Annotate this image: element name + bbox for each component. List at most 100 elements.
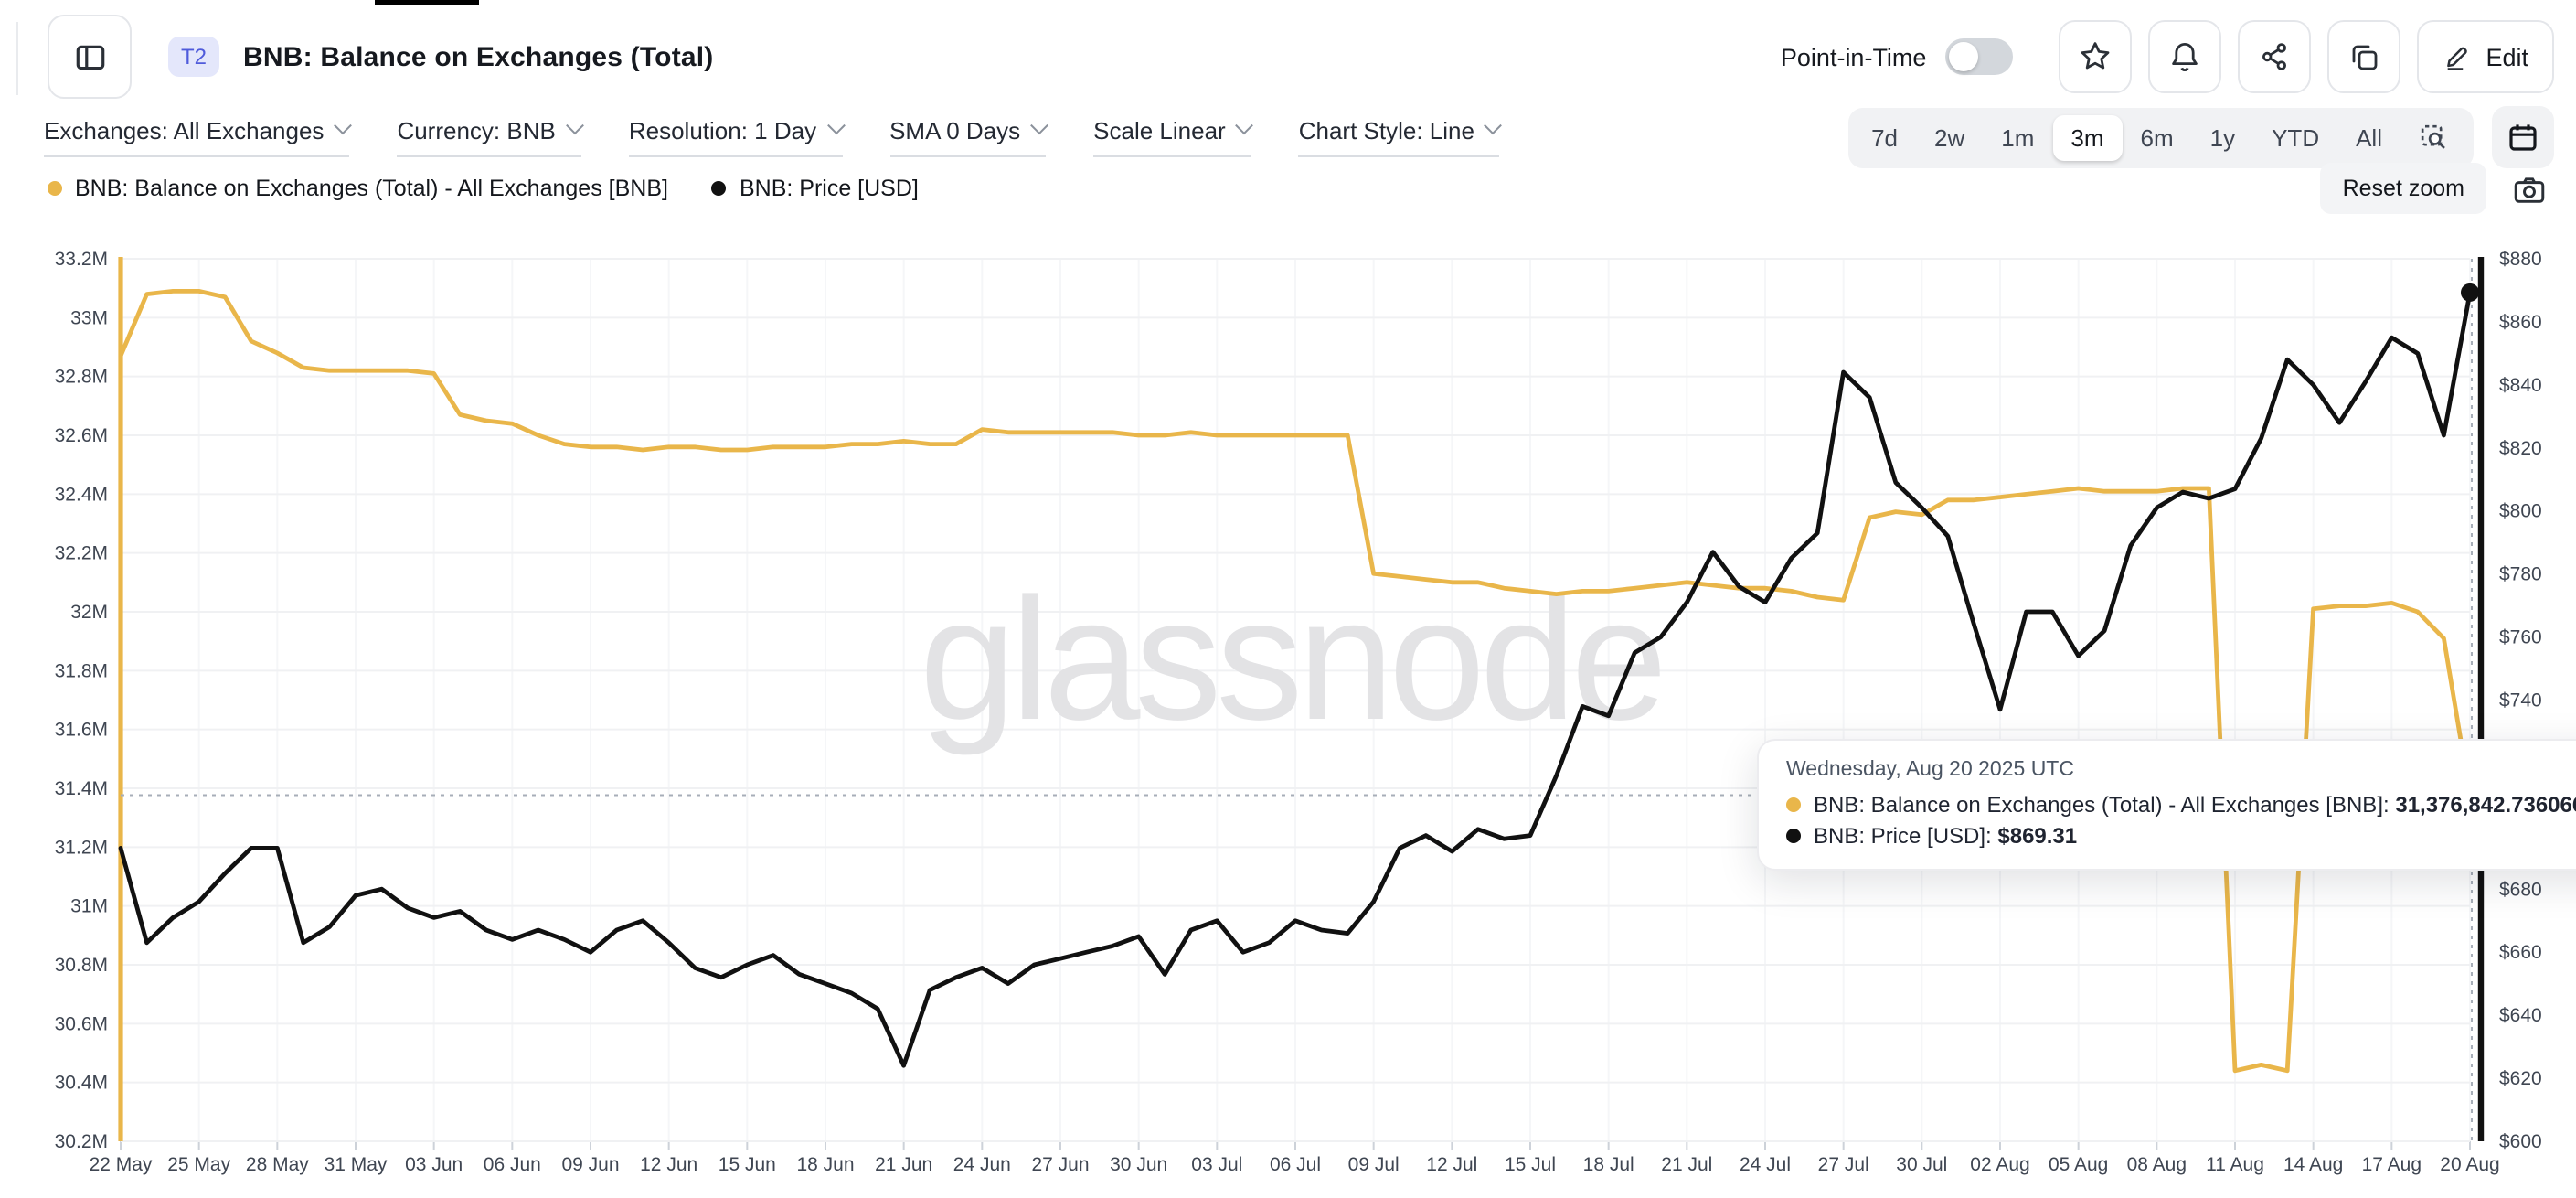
tooltip-series-value: 31,376,842.73606677 [2395,792,2576,818]
y-axis-label-left: 33.2M [55,249,108,270]
edit-button[interactable]: Edit [2416,20,2554,93]
header-left: T2 BNB: Balance on Exchanges (Total) [48,15,714,99]
dropdown-label: Exchanges: All Exchanges [44,117,325,144]
x-axis-label: 21 Jun [875,1154,932,1175]
left-edge-divider [16,22,18,95]
toolbar: Exchanges: All Exchanges Currency: BNB Res… [0,106,2576,168]
range-3m[interactable]: 3m [2052,114,2123,160]
x-axis-label: 27 Jul [1818,1154,1869,1175]
x-axis-label: 18 Jun [796,1154,854,1175]
balance-line-series[interactable] [118,288,2473,1074]
legend-label: BNB: Balance on Exchanges (Total) - All … [75,176,668,201]
favorite-button[interactable] [2058,20,2132,93]
y-axis-label-left: 31.2M [55,837,108,858]
copy-icon [2352,45,2377,70]
price-end-dot [2461,283,2479,302]
x-axis-label: 06 Jun [484,1154,541,1175]
dropdown-resolution[interactable]: Resolution: 1 Day [628,116,845,157]
range-1m[interactable]: 1m [1983,114,2052,160]
y-axis-label-left: 32M [70,602,108,623]
y-axis-label-right: $780 [2499,564,2542,585]
y-axis-label-left: 30.8M [55,955,108,976]
x-axis-label: 11 Aug [2206,1154,2264,1175]
reset-zoom-button[interactable]: Reset zoom [2320,163,2486,214]
copy-button[interactable] [2326,20,2400,93]
price-line-series[interactable] [118,290,2473,1068]
chart-tooltip: Wednesday, Aug 20 2025 UTC BNB: Balance … [1757,739,2576,871]
share-icon [2262,43,2286,70]
point-in-time-label: Point-in-Time [1780,43,1927,70]
y-axis-label-left: 32.8M [55,367,108,388]
y-axis-label-right: $880 [2499,249,2542,270]
x-axis-label: 15 Jun [719,1154,776,1175]
x-axis-label: 08 Aug [2127,1154,2187,1175]
x-axis-label: 14 Aug [2283,1154,2343,1175]
legend-item-bnb-balance-on-exch[interactable]: BNB: Balance on Exchanges (Total) - All … [48,176,668,201]
x-axis-label: 05 Aug [2049,1154,2108,1175]
bell-icon [2171,43,2198,72]
y-axis-label-left: 31.4M [55,778,108,799]
y-axis-label-left: 32.2M [55,543,108,564]
tooltip-series-dot [1786,797,1801,812]
x-axis-label: 06 Jul [1270,1154,1321,1175]
tooltip-row: BNB: Balance on Exchanges (Total) - All … [1786,792,2576,818]
x-axis-label: 02 Aug [1970,1154,2029,1175]
tooltip-series-text: BNB: Balance on Exchanges (Total) - All … [1814,792,2576,818]
x-axis-label: 12 Jul [1426,1154,1477,1175]
y-axis-label-right: $840 [2499,375,2542,396]
range-2w[interactable]: 2w [1916,114,1983,160]
y-axis-label-left: 30.2M [55,1131,108,1152]
x-axis-label: 30 Jul [1896,1154,1947,1175]
legend-dot [48,181,62,196]
dropdown-sma-0-days[interactable]: SMA 0 Days [889,116,1049,157]
time-range-selector: 7d 2w 1m 3m 6m 1y YTD All [1847,107,2474,167]
y-axis-label-right: $620 [2499,1068,2542,1089]
point-in-time-toggle[interactable] [1944,38,2013,75]
range-6m[interactable]: 6m [2123,114,2192,160]
x-axis-label: 31 May [325,1154,388,1175]
y-axis-label-left: 31.8M [55,660,108,681]
camera-icon[interactable] [2512,171,2547,206]
share-button[interactable] [2237,20,2311,93]
x-axis-label: 03 Jul [1191,1154,1242,1175]
legend-right: Reset zoom [2320,163,2547,214]
tooltip-rows: BNB: Balance on Exchanges (Total) - All … [1786,792,2576,849]
x-axis-label: 15 Jul [1505,1154,1556,1175]
zoom-area-icon [2421,123,2445,148]
dropdown-label: Currency: BNB [397,117,556,144]
legend-row: BNB: Balance on Exchanges (Total) - All … [0,163,2576,214]
dropdown-scale-linear[interactable]: Scale Linear [1093,116,1254,157]
x-axis-label: 27 Jun [1031,1154,1089,1175]
y-axis-label-left: 32.4M [55,484,108,505]
range-7d[interactable]: 7d [1853,114,1916,160]
y-axis-label-right: $760 [2499,627,2542,648]
y-axis-label-right: $680 [2499,879,2542,900]
legend-item-bnb-price-usd[interactable]: BNB: Price [USD] [711,176,919,201]
y-axis-label-left: 33M [70,307,108,328]
x-axis-label: 30 Jun [1110,1154,1167,1175]
y-axis-label-left: 30.6M [55,1013,108,1034]
alert-button[interactable] [2147,20,2221,93]
range-all[interactable]: All [2337,114,2400,160]
chevron-down-icon [1235,116,1254,135]
range-1y[interactable]: 1y [2192,114,2253,160]
dropdown-exchanges[interactable]: Exchanges: All Exchanges [44,116,353,157]
zoom-area-button[interactable] [2400,112,2468,162]
calendar-button[interactable] [2492,106,2554,168]
header-right: Point-in-Time [1781,20,2554,93]
sidebar-toggle-button[interactable] [48,15,132,99]
y-axis-label-left: 31.6M [55,720,108,741]
tooltip-date: Wednesday, Aug 20 2025 UTC [1786,759,2074,781]
chevron-down-icon [1485,116,1503,135]
dropdown-currency[interactable]: Currency: BNB [397,116,584,157]
x-axis-label: 12 Jun [640,1154,697,1175]
calendar-icon [2509,124,2537,151]
range-ytd[interactable]: YTD [2253,114,2337,160]
dropdown-label: Chart Style: Line [1298,117,1474,144]
dropdown-chart-style[interactable]: Chart Style: Line [1298,116,1503,157]
x-axis-label: 25 May [167,1154,230,1175]
x-axis-label: 09 Jun [561,1154,619,1175]
chart-settings-dropdowns: Exchanges: All Exchanges Currency: BNB Res… [44,116,1503,157]
